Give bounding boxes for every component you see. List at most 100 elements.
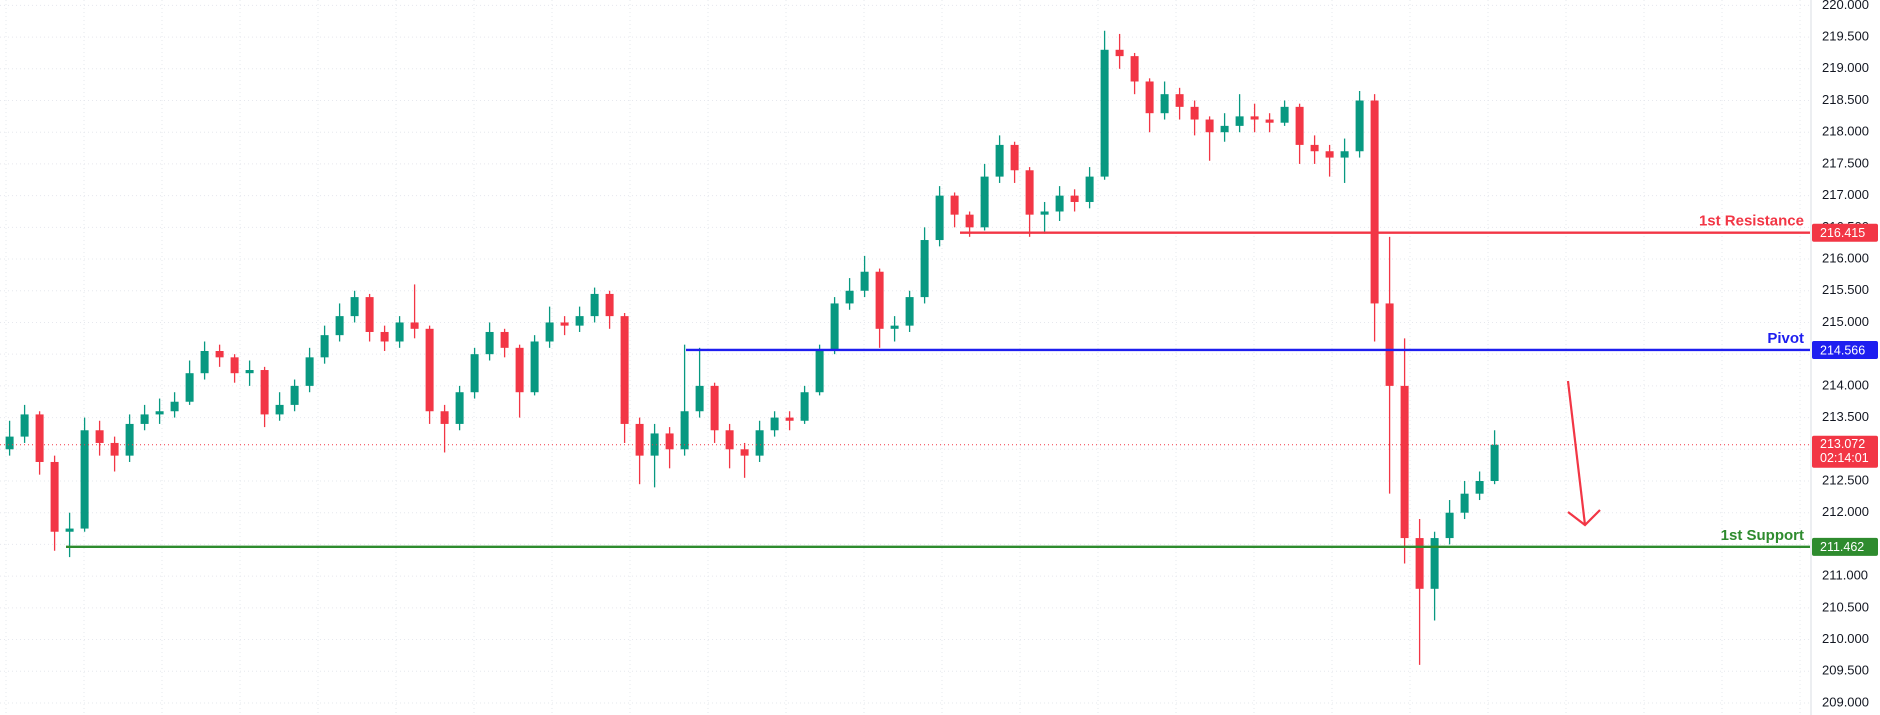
last-price-tag: [1812, 435, 1878, 468]
candle-body: [1415, 538, 1424, 589]
candle-body: [50, 461, 59, 532]
candle-body: [1205, 119, 1214, 133]
candle-body: [1250, 116, 1259, 120]
candle-body: [305, 357, 314, 386]
level-name: Pivot: [1767, 330, 1804, 347]
y-tick-label: 212.500: [1822, 472, 1869, 487]
price-axis: 209.000209.500210.000210.500211.000211.5…: [1810, 0, 1880, 715]
candle-body: [1325, 151, 1334, 158]
y-tick-label: 217.000: [1822, 187, 1869, 202]
candle-body: [1085, 176, 1094, 202]
candle-body: [260, 370, 269, 415]
candle-body: [980, 176, 989, 228]
candle-body: [575, 316, 584, 326]
candle-body: [275, 404, 284, 415]
candle-body: [1040, 211, 1049, 215]
candle-body: [500, 331, 509, 348]
candle-body: [215, 351, 224, 358]
candle-body: [1355, 100, 1364, 152]
last-price-value: 213.072: [1820, 437, 1865, 451]
candle-body: [1445, 512, 1454, 539]
y-tick-label: 215.500: [1822, 282, 1869, 297]
candle-body: [470, 354, 479, 393]
arrow-shaft: [1566, 380, 1587, 526]
candle-body: [425, 328, 434, 412]
y-tick-label: 210.500: [1822, 599, 1869, 614]
candle-body: [1265, 119, 1274, 123]
candle-body: [1010, 144, 1019, 171]
candle-body: [110, 442, 119, 456]
candle-body: [350, 297, 359, 317]
candle-body: [1295, 106, 1304, 145]
candle-body: [170, 401, 179, 412]
y-tick-label: 218.500: [1822, 92, 1869, 107]
candle-body: [635, 423, 644, 456]
y-tick-label: 212.000: [1822, 504, 1869, 519]
y-tick-label: 215.000: [1822, 314, 1869, 329]
candle-body: [485, 331, 494, 355]
candle-body: [545, 322, 554, 342]
candle-body: [320, 335, 329, 358]
candle-body: [80, 430, 89, 529]
candle-body: [1190, 106, 1199, 120]
candle-body: [605, 293, 614, 317]
candle-body: [65, 528, 74, 532]
candle-body: [1160, 94, 1169, 114]
candle-body: [410, 322, 419, 329]
candle-body: [995, 144, 1004, 177]
candle-body: [335, 316, 344, 336]
candle-body: [185, 373, 194, 402]
candle-body: [245, 370, 254, 374]
y-tick-label: 209.500: [1822, 663, 1869, 678]
candle-body: [1385, 303, 1394, 386]
candle-body: [1070, 195, 1079, 202]
candle-body: [380, 331, 389, 342]
candle-body: [1025, 170, 1034, 215]
level-tag: [1812, 340, 1878, 359]
candle-body: [590, 293, 599, 317]
level-tag-value: 211.462: [1820, 540, 1864, 554]
level-name: 1st Support: [1721, 527, 1804, 544]
candle-body: [200, 351, 209, 374]
candle-body: [665, 433, 674, 450]
candle-body: [1310, 144, 1319, 152]
candle-body: [140, 414, 149, 424]
y-tick-label: 219.000: [1822, 60, 1869, 75]
candle-body: [1280, 106, 1289, 123]
candle-body: [1130, 56, 1139, 82]
candle-body: [770, 417, 779, 431]
candle-body: [20, 414, 29, 437]
candle-body: [785, 417, 794, 421]
candle-body: [515, 347, 524, 393]
level-tag-value: 216.415: [1820, 226, 1865, 240]
y-tick-label: 214.000: [1822, 377, 1869, 392]
candles: [5, 30, 1499, 665]
candle-body: [5, 436, 14, 450]
candle-body: [1175, 94, 1184, 107]
candle-body: [830, 303, 839, 351]
countdown: 02:14:01: [1820, 451, 1869, 465]
y-tick-label: 216.000: [1822, 250, 1869, 265]
forecast-arrow: [1566, 380, 1601, 527]
y-tick-label: 217.500: [1822, 155, 1869, 170]
candle-body: [95, 430, 104, 443]
candle-body: [1460, 493, 1469, 513]
candle-body: [905, 297, 914, 326]
candle-body: [1370, 100, 1379, 304]
y-tick-label: 213.500: [1822, 409, 1869, 424]
y-tick-label: 210.000: [1822, 631, 1869, 646]
candle-body: [530, 341, 539, 393]
candle-body: [1475, 481, 1484, 494]
level-tag-value: 214.566: [1820, 343, 1865, 357]
candle-body: [755, 430, 764, 456]
candle-body: [620, 316, 629, 424]
levels: 1st Resistance Pivot 1st Support: [0, 213, 1810, 549]
candle-body: [1340, 151, 1349, 158]
candle-body: [710, 385, 719, 431]
candle-body: [875, 271, 884, 329]
candle-body: [1220, 125, 1229, 133]
level-name: 1st Resistance: [1699, 213, 1804, 230]
candle-body: [1055, 195, 1064, 212]
